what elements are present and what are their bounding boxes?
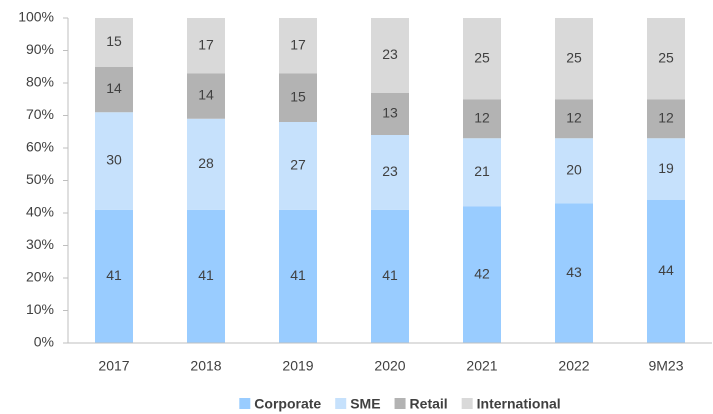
- bar-segment: [647, 99, 685, 139]
- data-label: 25: [658, 49, 674, 65]
- bar-segment: [371, 209, 409, 343]
- bar-segment: [555, 203, 593, 343]
- data-label: 14: [198, 87, 214, 103]
- bar-segment: [187, 118, 225, 210]
- data-label: 25: [566, 49, 582, 65]
- bar-segment: [279, 122, 317, 210]
- data-label: 12: [658, 109, 674, 125]
- data-label: 12: [566, 109, 582, 125]
- bar-segment: [647, 200, 685, 343]
- bar-segment: [95, 112, 133, 210]
- data-label: 15: [106, 33, 122, 49]
- y-tick-label: 60%: [26, 139, 54, 155]
- y-tick-label: 10%: [26, 301, 54, 317]
- data-label: 17: [198, 36, 214, 52]
- bar-segment: [279, 209, 317, 343]
- y-tick-label: 50%: [26, 171, 54, 187]
- x-tick-label: 2020: [374, 358, 405, 374]
- y-tick-label: 70%: [26, 106, 54, 122]
- legend-swatch: [461, 398, 473, 409]
- y-tick-label: 40%: [26, 204, 54, 220]
- y-tick-label: 90%: [26, 41, 54, 57]
- data-label: 27: [290, 157, 306, 173]
- bar-segment: [463, 206, 501, 343]
- bar-segment: [371, 18, 409, 93]
- bar-segment: [187, 73, 225, 119]
- data-label: 41: [290, 267, 306, 283]
- data-label: 13: [382, 105, 398, 121]
- data-label: 19: [658, 160, 674, 176]
- y-tick-label: 80%: [26, 74, 54, 90]
- bar-segment: [463, 99, 501, 139]
- x-tick-label: 2022: [558, 358, 589, 374]
- legend-swatch: [239, 398, 251, 409]
- data-label: 17: [290, 36, 306, 52]
- data-label: 20: [566, 161, 582, 177]
- data-label: 28: [198, 155, 214, 171]
- x-tick-label: 2018: [190, 358, 221, 374]
- data-label: 30: [106, 152, 122, 168]
- bar-segment: [187, 18, 225, 74]
- y-tick-label: 0%: [34, 334, 54, 350]
- legend-swatch: [394, 398, 406, 409]
- x-tick-label: 2019: [282, 358, 313, 374]
- data-label: 12: [474, 109, 490, 125]
- bar-segment: [371, 135, 409, 210]
- x-tick-label: 2021: [466, 358, 497, 374]
- data-label: 42: [474, 265, 490, 281]
- legend-swatch: [335, 398, 347, 409]
- bar-segment: [187, 209, 225, 343]
- bar-segment: [95, 66, 133, 113]
- bar-segment: [555, 138, 593, 204]
- data-label: 14: [106, 80, 122, 96]
- y-tick-label: 20%: [26, 269, 54, 285]
- bar-segment: [555, 18, 593, 100]
- bar-segment: [95, 209, 133, 343]
- y-tick-label: 100%: [18, 9, 54, 25]
- y-tick-label: 30%: [26, 236, 54, 252]
- bar-segment: [279, 18, 317, 74]
- legend-label: SME: [350, 396, 380, 412]
- data-label: 44: [658, 262, 674, 278]
- bar-segment: [647, 138, 685, 200]
- bar-segment: [647, 18, 685, 100]
- bar-segment: [279, 73, 317, 122]
- data-label: 21: [474, 163, 490, 179]
- legend-label: International: [477, 396, 561, 412]
- bar-segment: [371, 92, 409, 135]
- data-label: 23: [382, 46, 398, 62]
- data-label: 15: [290, 88, 306, 104]
- data-label: 23: [382, 163, 398, 179]
- x-tick-label: 9M23: [648, 358, 683, 374]
- legend-label: Retail: [410, 396, 448, 412]
- bar-segment: [463, 138, 501, 207]
- bar-segment: [95, 18, 133, 67]
- data-label: 41: [382, 267, 398, 283]
- bar-segment: [463, 18, 501, 100]
- data-label: 43: [566, 264, 582, 280]
- bar-segment: [555, 99, 593, 139]
- x-tick-label: 2017: [98, 358, 129, 374]
- legend-label: Corporate: [254, 396, 321, 412]
- data-label: 41: [106, 267, 122, 283]
- data-label: 25: [474, 49, 490, 65]
- data-label: 41: [198, 267, 214, 283]
